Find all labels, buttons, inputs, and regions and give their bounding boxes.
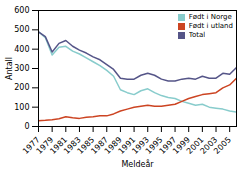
html-text:Total: Total bbox=[188, 31, 206, 39]
svg-text:1991: 1991 bbox=[116, 135, 138, 156]
svg-text:500: 500 bbox=[14, 25, 29, 34]
svg-text:1999: 1999 bbox=[171, 135, 192, 156]
svg-text:300: 300 bbox=[14, 64, 29, 73]
svg-text:400: 400 bbox=[14, 45, 29, 54]
svg-text:1995: 1995 bbox=[143, 135, 165, 156]
svg-text:1985: 1985 bbox=[75, 135, 97, 156]
svg-text:0: 0 bbox=[24, 122, 29, 131]
svg-text:2003: 2003 bbox=[198, 135, 220, 156]
svg-text:100: 100 bbox=[14, 103, 29, 112]
html-text:Født i utland: Født i utland bbox=[188, 22, 233, 30]
svg-text:1979: 1979 bbox=[34, 135, 56, 156]
svg-text:1993: 1993 bbox=[130, 135, 151, 156]
svg-text:1997: 1997 bbox=[157, 135, 179, 156]
html-text:Født i Norge: Født i Norge bbox=[188, 13, 232, 21]
svg-text:2005: 2005 bbox=[212, 135, 233, 156]
svg-text:1987: 1987 bbox=[89, 135, 110, 156]
svg-text:200: 200 bbox=[14, 83, 29, 92]
svg-text:1977: 1977 bbox=[21, 135, 42, 156]
svg-text:1989: 1989 bbox=[102, 135, 124, 156]
svg-text:1981: 1981 bbox=[48, 135, 69, 156]
svg-text:1983: 1983 bbox=[61, 135, 83, 156]
svg-text:Antall: Antall bbox=[5, 57, 14, 80]
svg-text:Meldeår: Meldeår bbox=[121, 159, 154, 169]
svg-text:600: 600 bbox=[14, 6, 29, 15]
svg-text:2001: 2001 bbox=[184, 135, 206, 156]
